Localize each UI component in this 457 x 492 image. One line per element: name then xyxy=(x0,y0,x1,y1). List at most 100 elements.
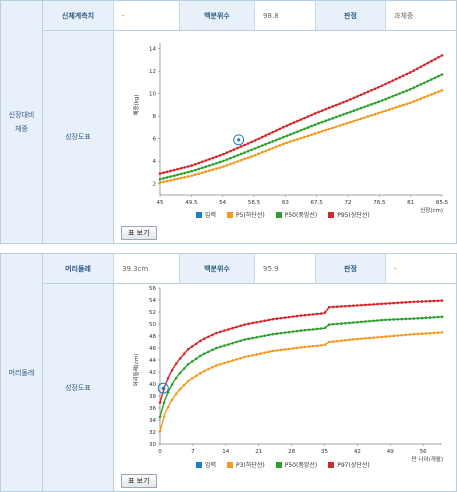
series-mid-point xyxy=(368,319,371,323)
series-mid-point xyxy=(359,106,363,110)
legend-p3-swatch xyxy=(227,461,234,468)
weight-table-view-button[interactable]: 표 보기 xyxy=(121,226,157,240)
series-low-point xyxy=(275,145,278,149)
series-low-point xyxy=(394,106,398,109)
series-low-point xyxy=(307,345,311,348)
series-low-point xyxy=(289,140,292,143)
x-tick-label: 67.5 xyxy=(311,200,324,206)
legend-p5-label: P5(하단선) xyxy=(236,212,265,219)
series-mid-point xyxy=(243,338,246,341)
head-chart-label: 성장도표 xyxy=(43,284,114,491)
series-mid-point xyxy=(260,144,264,147)
series-mid-point xyxy=(239,339,242,343)
series-mid-point xyxy=(423,81,426,85)
series-high-point xyxy=(405,72,409,76)
series-mid-point xyxy=(182,367,186,370)
y-tick-label: 34 xyxy=(149,418,156,424)
series-low-point xyxy=(400,333,404,337)
legend-input-label: 입력 xyxy=(205,212,217,219)
series-mid-point xyxy=(219,345,222,349)
legend-p97-swatch xyxy=(328,461,335,468)
series-high-point xyxy=(279,316,283,320)
series-low-point xyxy=(416,332,420,336)
series-mid-point xyxy=(380,318,383,322)
series-high-point xyxy=(283,316,287,319)
series-low-point xyxy=(420,332,424,335)
series-low-point xyxy=(401,103,405,107)
series-mid-point xyxy=(169,175,172,178)
series-mid-point xyxy=(178,371,182,375)
series-mid-point xyxy=(243,151,246,154)
series-high-point xyxy=(236,146,239,150)
series-low-point xyxy=(360,337,363,340)
series-low-point xyxy=(190,377,194,380)
series-low-point xyxy=(186,175,190,178)
series-low-point xyxy=(339,339,343,343)
series-mid-point xyxy=(282,135,285,139)
series-low-point xyxy=(419,97,423,100)
series-mid-point xyxy=(299,128,303,132)
series-low-point xyxy=(215,364,218,367)
x-tick-label: 49.5 xyxy=(185,200,198,206)
series-low-point xyxy=(204,170,208,173)
series-low-point xyxy=(236,160,239,163)
x-tick-label: 0 xyxy=(158,449,162,455)
series-high-point xyxy=(174,362,178,366)
series-low-point xyxy=(263,351,267,355)
series-mid-point xyxy=(366,104,370,107)
weight-for-height-section: 신장대비 체중 신체계측치 - 백분위수 98.8 판정 과체중 성장도표 2 4… xyxy=(0,0,457,244)
legend-p95-label: P95(상단선) xyxy=(337,212,370,219)
series-low-point xyxy=(349,120,352,124)
series-mid-point xyxy=(246,149,250,153)
series-mid-point xyxy=(275,138,278,142)
series-mid-point xyxy=(363,105,366,109)
series-low-point xyxy=(250,155,253,158)
series-high-point xyxy=(166,376,170,380)
series-high-point xyxy=(239,324,242,328)
series-high-point xyxy=(370,88,373,92)
series-high-point xyxy=(396,301,399,305)
series-low-point xyxy=(404,333,408,337)
series-mid-point xyxy=(291,330,295,333)
series-low-point xyxy=(324,128,327,132)
series-high-point xyxy=(317,110,320,114)
series-mid-point xyxy=(223,344,226,347)
series-mid-point xyxy=(320,120,324,124)
series-high-point xyxy=(158,172,162,175)
series-low-point xyxy=(376,335,379,339)
series-low-point xyxy=(366,115,370,118)
series-mid-point xyxy=(420,316,424,320)
series-low-point xyxy=(323,343,327,346)
series-high-point xyxy=(366,90,370,94)
series-low-point xyxy=(388,334,391,338)
series-mid-point xyxy=(186,170,190,174)
series-low-point xyxy=(392,334,395,338)
series-low-point xyxy=(331,126,335,130)
series-low-point xyxy=(158,430,162,433)
series-mid-point xyxy=(227,343,230,346)
head-judgement-header: 판정 xyxy=(316,254,386,283)
series-mid-point xyxy=(384,318,387,322)
weight-measure-value: - xyxy=(114,1,180,30)
series-low-point xyxy=(317,131,320,134)
series-high-point xyxy=(380,84,384,87)
head-table-view-button[interactable]: 표 보기 xyxy=(121,474,157,488)
series-high-point xyxy=(260,135,264,139)
series-low-point xyxy=(372,336,375,339)
series-mid-point xyxy=(440,315,444,319)
series-high-point xyxy=(215,331,218,335)
series-high-point xyxy=(327,106,331,110)
series-high-point xyxy=(243,143,246,147)
legend-p50: P50(중앙선) xyxy=(275,460,317,469)
series-high-point xyxy=(372,303,375,306)
series-mid-point xyxy=(392,318,395,321)
series-mid-point xyxy=(190,360,194,363)
series-mid-point xyxy=(204,165,208,168)
series-low-point xyxy=(359,117,363,121)
y-tick-label: 42 xyxy=(149,370,156,376)
series-high-point xyxy=(404,301,408,304)
series-mid-point xyxy=(405,89,409,93)
x-tick-label: 14 xyxy=(222,449,229,455)
series-low-point xyxy=(162,415,166,418)
y-tick-label: 14 xyxy=(149,47,156,53)
